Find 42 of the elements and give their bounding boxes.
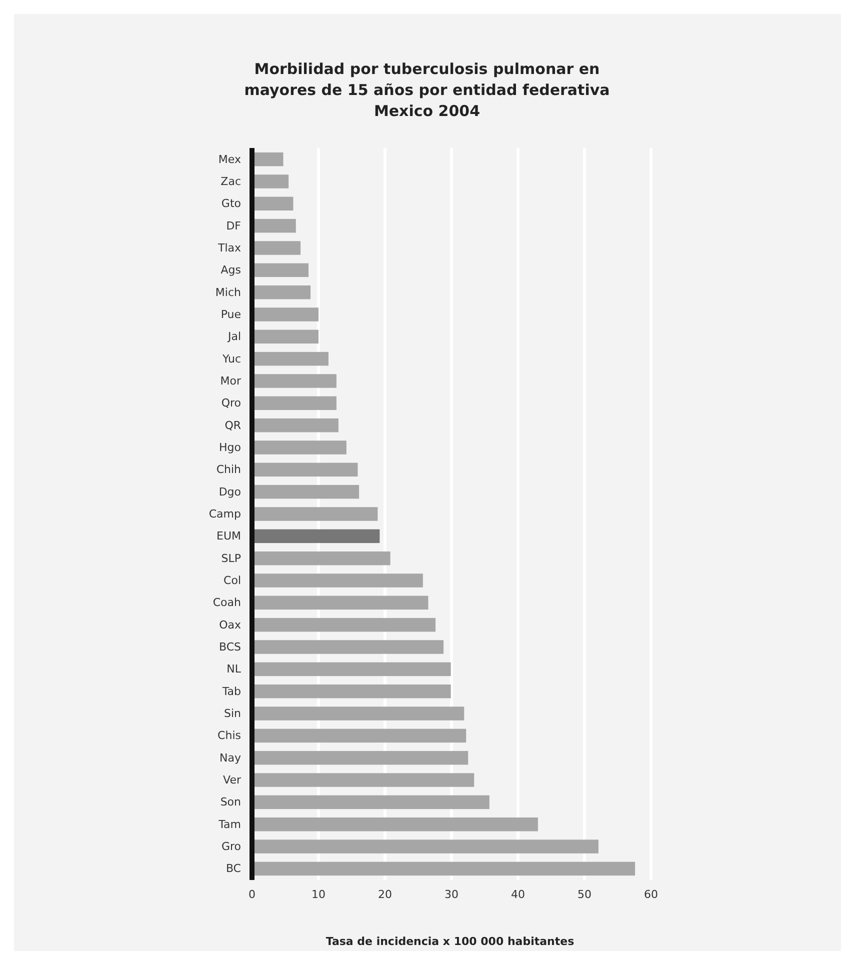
y-tick-label: Camp bbox=[208, 508, 242, 521]
x-axis-title: Tasa de incidencia x 100 000 habitantes bbox=[326, 935, 575, 948]
y-tick-label: DF bbox=[226, 219, 241, 232]
y-tick-label: Zac bbox=[220, 174, 241, 188]
y-tick-label: Mor bbox=[220, 374, 242, 388]
y-tick-label: BCS bbox=[218, 640, 241, 654]
y-tick-label: Nay bbox=[220, 751, 242, 764]
y-tick-label: Chih bbox=[216, 463, 242, 476]
y-tick-label: EUM bbox=[216, 530, 241, 543]
y-tick-label: Col bbox=[224, 574, 241, 588]
y-tick-label: Yuc bbox=[222, 352, 241, 366]
y-tick-label: Mex bbox=[218, 152, 242, 166]
y-tick-label: QR bbox=[224, 418, 242, 432]
y-tick-label: Gto bbox=[221, 197, 242, 210]
x-tick-label: 50 bbox=[578, 888, 592, 901]
y-tick-label: NL bbox=[226, 662, 242, 676]
y-tick-label: Mich bbox=[215, 286, 242, 299]
y-tick-label: Dgo bbox=[218, 485, 242, 498]
x-tick-label: 20 bbox=[378, 888, 392, 901]
y-tick-label: Qro bbox=[221, 396, 242, 410]
y-tick-label: Jal bbox=[226, 330, 241, 344]
y-tick-label: Tlax bbox=[216, 242, 242, 254]
x-tick-label: 60 bbox=[644, 888, 658, 901]
y-tick-label: SLP bbox=[221, 552, 242, 565]
y-tick-label: Tab bbox=[221, 684, 242, 698]
x-tick-label: 30 bbox=[444, 888, 458, 901]
y-tick-label: Gro bbox=[221, 840, 242, 854]
x-tick-label: 40 bbox=[511, 888, 525, 901]
y-tick-label: Son bbox=[220, 796, 242, 809]
y-tick-label: Ags bbox=[220, 264, 242, 277]
y-tick-label: Chis bbox=[218, 729, 242, 742]
y-tick-label: BC bbox=[226, 862, 242, 876]
x-tick-label: 10 bbox=[312, 888, 326, 901]
y-tick-label: Pue bbox=[220, 308, 242, 322]
y-tick-label: Sin bbox=[224, 707, 242, 720]
chart-title: Morbilidad por tuberculosis pulmonar en mayores de 15 años por entidad federativa Mexico 2004 bbox=[244, 60, 610, 120]
y-tick-label: Oax bbox=[219, 618, 242, 632]
x-tick-label: 0 bbox=[248, 888, 256, 901]
y-tick-label: Coah bbox=[212, 596, 242, 610]
y-tick-label: Hgo bbox=[219, 441, 242, 454]
y-tick-label: Ver bbox=[223, 774, 242, 787]
y-tick-label: Tam bbox=[218, 818, 241, 831]
